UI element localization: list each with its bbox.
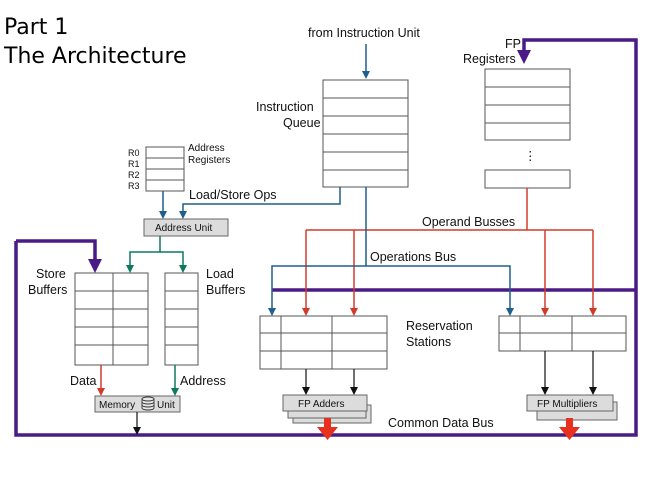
reservation-stations-label-2: Stations — [406, 335, 451, 349]
store-buffers-label-1: Store — [36, 267, 66, 281]
reservation-stations-adders — [259, 315, 388, 370]
load-buffers-label-2: Buffers — [206, 283, 245, 297]
fp-adders — [282, 394, 372, 424]
store-buffers — [74, 272, 149, 366]
reservation-stations-multipliers — [498, 315, 627, 352]
register-r0-label: R0 — [128, 148, 140, 158]
instruction-queue-label-2: Queue — [283, 116, 321, 130]
fp-registers — [484, 68, 571, 189]
database-icon — [141, 396, 155, 411]
address-unit-to-buffers-arrows — [126, 236, 187, 273]
rs-to-adders-arrows — [302, 369, 358, 395]
memory-unit-label-2: Unit — [157, 400, 175, 411]
operations-bus — [268, 187, 514, 316]
slide-title-line2: The Architecture — [3, 44, 187, 69]
address-unit-label: Address Unit — [155, 223, 212, 234]
fp-registers-label-1: FP — [505, 37, 521, 51]
fp-multipliers-label: FP Multipliers — [537, 399, 597, 410]
common-data-bus-label: Common Data Bus — [388, 416, 494, 430]
reservation-stations-label-1: Reservation — [406, 319, 473, 333]
instruction-queue — [322, 79, 409, 188]
operand-busses — [302, 188, 597, 316]
address-registers-label-2: Registers — [188, 155, 230, 166]
memory-unit-label-1: Memory — [99, 400, 135, 411]
queue-to-address-unit-arrow — [179, 187, 341, 219]
operand-busses-label: Operand Busses — [422, 215, 515, 229]
address-label: Address — [180, 374, 226, 388]
multipliers-result-arrow — [559, 418, 580, 440]
address-unit — [143, 218, 229, 237]
rs-to-multipliers-arrows — [541, 351, 597, 395]
fp-adders-label: FP Adders — [298, 399, 345, 410]
data-label: Data — [70, 374, 96, 388]
register-r2-label: R2 — [128, 170, 140, 180]
address-registers-label-1: Address — [188, 143, 225, 154]
instruction-queue-label-1: Instruction — [256, 100, 314, 114]
fp-registers-ellipsis: ⋮ — [524, 149, 537, 163]
load-store-ops-label: Load/Store Ops — [189, 188, 277, 202]
store-buffers-label-2: Buffers — [28, 283, 67, 297]
slide-title-line1: Part 1 — [4, 15, 68, 40]
operations-bus-label: Operations Bus — [370, 250, 456, 264]
from-instruction-unit-label: from Instruction Unit — [308, 26, 420, 40]
load-buffers-label-1: Load — [206, 267, 234, 281]
load-buffers — [164, 272, 199, 366]
fp-registers-label-2: Registers — [463, 52, 516, 66]
register-r1-label: R1 — [128, 159, 140, 169]
fp-multipliers — [526, 394, 618, 421]
common-data-bus — [14, 38, 638, 437]
register-r3-label: R3 — [128, 181, 140, 191]
address-registers — [145, 146, 185, 192]
adders-result-arrow — [317, 418, 338, 440]
